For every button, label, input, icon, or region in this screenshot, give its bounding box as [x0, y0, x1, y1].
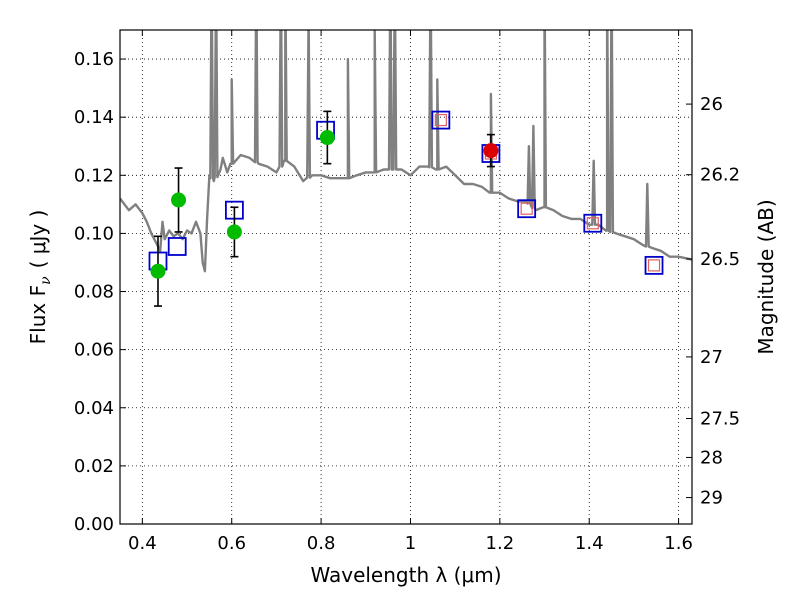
y-tick-label: 0.02: [74, 456, 114, 477]
x-axis-label: Wavelength λ (μm): [310, 563, 501, 587]
y-axis-label-subscript: ν: [38, 276, 54, 285]
model-photometry-box: [583, 213, 603, 233]
y-tick-label: 0.12: [74, 165, 114, 186]
model-photometry-box-inner: [647, 259, 661, 272]
grid: [120, 30, 692, 524]
y-tick-label: 0.04: [74, 398, 114, 419]
y-tick-label: 0.10: [74, 223, 114, 244]
y2-axis-label: Magnitude (AB): [754, 199, 778, 354]
observed-flux-point: [483, 143, 499, 159]
observed-flux-point: [171, 192, 187, 208]
y-tick-label: 0.16: [74, 49, 114, 70]
x-tick-label: 1.2: [486, 533, 515, 554]
x-tick-label: 1.6: [664, 533, 693, 554]
x-tick-label: 0.4: [128, 533, 157, 554]
model-photometry-box: [167, 237, 187, 256]
model-photometry-box: [431, 110, 451, 130]
model-photometry-box: [644, 255, 664, 275]
model-photometry-box: [517, 199, 537, 219]
x-tick-label: 1.4: [575, 533, 604, 554]
observed-flux-point: [319, 130, 335, 146]
y-axis-label-main: Flux F: [26, 285, 50, 344]
y-tick-label: 0.14: [74, 107, 114, 128]
model-spectrum-line: [120, 30, 692, 273]
x-tick-label: 0.8: [307, 533, 336, 554]
model-photometry-box-inner: [520, 202, 533, 215]
y2-tick-label: 26.5: [700, 249, 740, 270]
plot-area: [120, 30, 692, 307]
y2-tick-label: 26: [700, 94, 723, 115]
y-tick-label: 0.00: [74, 514, 114, 535]
y-tick-label: 0.06: [74, 340, 114, 361]
model-photometry-box-inner: [434, 113, 447, 127]
observed-flux-point: [150, 263, 166, 279]
y2-tick-label: 29: [700, 488, 723, 509]
x-tick-label: 0.6: [217, 533, 246, 554]
plot-frame: [119, 29, 693, 525]
x-tick-label: 1: [405, 533, 416, 554]
markers: [148, 110, 664, 307]
y2-tick-label: 28: [700, 447, 723, 468]
ticks: 0.4 0.6 0.8 1 1.2 1.4 1.6 0.00 0.02 0.04 0.06 0.08 0…: [74, 30, 740, 554]
y-axis-label: Flux Fν ( μJy ): [26, 210, 54, 345]
y-axis-label-unit: ( μJy ): [26, 210, 50, 269]
y-tick-label: 0.08: [74, 282, 114, 303]
y2-tick-label: 27: [700, 347, 723, 368]
model-photometry-box-inner: [586, 217, 599, 230]
observed-flux-point: [226, 224, 242, 240]
y2-tick-label: 27.5: [700, 409, 740, 430]
y2-tick-label: 26.2: [700, 165, 740, 186]
